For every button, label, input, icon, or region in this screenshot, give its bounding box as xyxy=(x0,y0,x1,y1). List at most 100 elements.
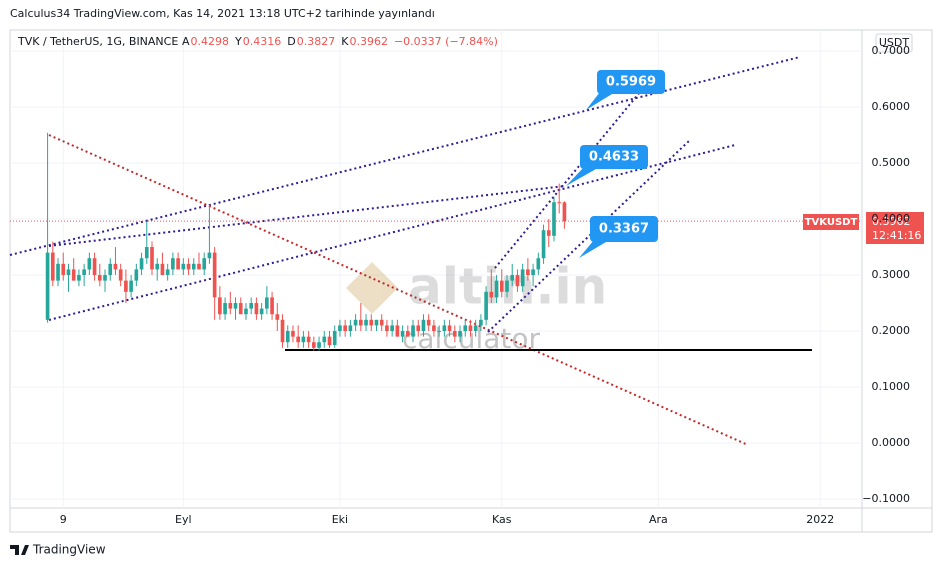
ohlc-header: A 0.4298 Y 0.4316 D 0.3827 K 0.3962 −0.0337 (−7.… xyxy=(182,35,498,48)
x-tick-label: Eki xyxy=(332,513,348,526)
candle-body xyxy=(285,331,290,343)
candle-body xyxy=(291,331,295,337)
candle-body xyxy=(71,269,76,281)
callout-tail xyxy=(579,240,606,258)
candle-body xyxy=(186,263,191,270)
candle-body xyxy=(82,269,86,276)
header-value: 0.3962 xyxy=(349,35,388,48)
candle-body xyxy=(369,319,374,326)
candle-body xyxy=(395,325,400,337)
candle-body xyxy=(254,303,259,315)
candle-body xyxy=(113,263,118,270)
candle-body xyxy=(416,325,421,332)
candle-body xyxy=(144,247,149,259)
candle-body xyxy=(280,319,285,343)
candle-body xyxy=(494,280,499,298)
candle-body xyxy=(531,269,535,276)
watermark-logo xyxy=(346,262,398,314)
candle-body xyxy=(437,331,441,333)
candle-body xyxy=(552,202,556,236)
header-value: 0.3827 xyxy=(297,35,336,48)
frame xyxy=(9,29,933,533)
y-tick-label: 0.6000 xyxy=(872,100,911,113)
candle-body xyxy=(218,297,222,315)
candle-body xyxy=(66,269,71,276)
candle-body xyxy=(343,325,347,332)
candle-body xyxy=(56,263,60,281)
y-tick-label: 0.7000 xyxy=(872,44,911,57)
countdown-label: 12:41:16 xyxy=(872,229,921,242)
y-tick-label: 0.3000 xyxy=(872,268,911,281)
candle-body xyxy=(270,297,274,315)
candle-body xyxy=(150,247,154,270)
candle-body xyxy=(421,319,426,332)
candle-body xyxy=(197,263,201,270)
candle-body xyxy=(447,325,452,332)
candle-body xyxy=(536,258,541,270)
candle-body xyxy=(97,275,102,281)
callout-tail xyxy=(586,92,612,110)
candle-body xyxy=(249,303,254,309)
x-tick-label: Kas xyxy=(492,513,512,526)
candle-body xyxy=(87,258,92,270)
candle-body xyxy=(510,275,515,281)
candle-body xyxy=(463,325,468,332)
candle-body xyxy=(526,269,530,276)
candle-body xyxy=(562,202,567,222)
candle-body xyxy=(390,325,394,332)
candle-body xyxy=(479,319,483,326)
logo-shape xyxy=(10,545,29,555)
callout-label: 0.3367 xyxy=(599,222,649,237)
callouts: 0.5969 0.4633 0.3367 xyxy=(566,70,665,258)
candle-body xyxy=(92,258,97,276)
candle-body xyxy=(265,297,269,309)
candle-body xyxy=(108,263,113,276)
price-tag xyxy=(866,212,924,244)
candle-body xyxy=(499,280,504,292)
trend-line xyxy=(48,185,566,247)
candle-body xyxy=(165,269,170,276)
y-tick-label: 0.2000 xyxy=(872,324,911,337)
ticker-tag xyxy=(803,214,859,230)
trend-line xyxy=(9,56,801,256)
candle-body xyxy=(139,258,144,270)
trend-line xyxy=(487,139,691,333)
candle-body xyxy=(458,331,462,337)
candle-body xyxy=(50,252,55,281)
candle-body xyxy=(353,319,358,326)
candle-body xyxy=(212,252,217,298)
candle-body xyxy=(379,319,384,326)
candle-body xyxy=(557,202,562,204)
candle-body xyxy=(484,291,488,320)
callout-label: 0.4633 xyxy=(589,150,639,165)
candle-body xyxy=(191,263,196,270)
candle-body xyxy=(160,263,165,276)
candle-body xyxy=(155,263,160,270)
callout-box xyxy=(590,216,658,242)
candle-body xyxy=(452,331,457,337)
x-tick-label: Ara xyxy=(649,513,668,526)
candle-body xyxy=(432,325,436,332)
candle-body xyxy=(405,331,410,337)
candle-body xyxy=(348,325,353,332)
candle-body xyxy=(244,308,248,315)
currency: USDT xyxy=(879,36,910,49)
candle-body xyxy=(296,336,301,343)
candle-body xyxy=(129,280,133,292)
callout-box xyxy=(597,70,665,94)
candle-body xyxy=(426,319,431,326)
candle-body xyxy=(322,336,327,343)
header-key: D xyxy=(287,35,295,48)
candle-body xyxy=(312,342,316,348)
drawings xyxy=(9,56,801,446)
trend-line xyxy=(494,91,641,269)
candle-body xyxy=(301,336,306,343)
candle-body xyxy=(520,269,525,287)
candle-body xyxy=(118,269,123,281)
grid xyxy=(10,30,862,508)
candle-body xyxy=(468,325,473,332)
candle-body xyxy=(181,263,186,270)
x-tick-label: 9 xyxy=(60,513,67,526)
